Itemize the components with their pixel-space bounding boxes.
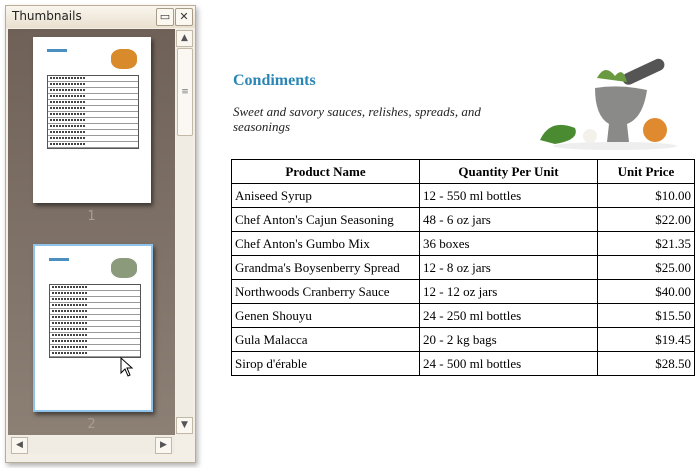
mini-row: [50, 321, 140, 327]
maximize-icon[interactable]: ▭: [156, 8, 174, 26]
quantity-cell: 12 - 8 oz jars: [419, 255, 598, 280]
page-thumbnail-1[interactable]: [33, 37, 151, 203]
mini-row: [48, 82, 138, 88]
quantity-cell: 12 - 550 ml bottles: [419, 183, 598, 208]
mini-row: [48, 136, 138, 142]
thumbnails-area: 1 2: [8, 29, 175, 435]
mini-row: [48, 94, 138, 100]
mini-row: [48, 130, 138, 136]
column-header-product-name: Product Name: [231, 159, 420, 184]
table-row: Chef Anton's Gumbo Mix 36 boxes $21.35: [231, 231, 695, 256]
table-row: Sirop d'érable 24 - 500 ml bottles $28.50: [231, 351, 695, 376]
mini-row: [50, 309, 140, 315]
mini-row: [50, 297, 140, 303]
table-row: Genen Shouyu 24 - 250 ml bottles $15.50: [231, 303, 695, 328]
mini-row: [48, 88, 138, 94]
mini-row: [48, 76, 138, 82]
mini-row: [50, 339, 140, 345]
product-name-cell: Sirop d'érable: [231, 351, 420, 376]
mini-row: [48, 142, 138, 148]
scroll-left-icon[interactable]: ◀: [11, 437, 28, 454]
product-name-cell: Genen Shouyu: [231, 303, 420, 328]
column-header-quantity: Quantity Per Unit: [419, 159, 598, 184]
mouse-cursor-icon: [120, 357, 134, 377]
close-icon[interactable]: ✕: [175, 8, 193, 26]
panel-title: Thumbnails: [12, 9, 82, 23]
unit-price-cell: $40.00: [597, 279, 695, 304]
table-row: Chef Anton's Cajun Seasoning 48 - 6 oz ja…: [231, 207, 695, 232]
column-header-unit-price: Unit Price: [597, 159, 695, 184]
product-name-cell: Gula Malacca: [231, 327, 420, 352]
mini-row: [48, 124, 138, 130]
product-name-cell: Northwoods Cranberry Sauce: [231, 279, 420, 304]
quantity-cell: 12 - 12 oz jars: [419, 279, 598, 304]
mini-row: [50, 345, 140, 351]
product-name-cell: Aniseed Syrup: [231, 183, 420, 208]
thumbnails-panel: Thumbnails ▭ ✕ 1 2 ▲ ≡ ▼ ◀ ▶: [5, 5, 196, 463]
quantity-cell: 24 - 250 ml bottles: [419, 303, 598, 328]
unit-price-cell: $22.00: [597, 207, 695, 232]
scroll-thumb[interactable]: ≡: [177, 48, 193, 136]
quantity-cell: 36 boxes: [419, 231, 598, 256]
unit-price-cell: $15.50: [597, 303, 695, 328]
report-description: Sweet and savory sauces, relishes, sprea…: [233, 104, 481, 134]
panel-titlebar[interactable]: Thumbnails ▭ ✕: [6, 6, 195, 28]
mini-row: [50, 333, 140, 339]
mini-row: [48, 100, 138, 106]
page-number-1: 1: [87, 209, 96, 224]
unit-price-cell: $21.35: [597, 231, 695, 256]
report-title: Condiments: [233, 72, 316, 89]
mini-row: [50, 303, 140, 309]
unit-price-cell: $19.45: [597, 327, 695, 352]
page-number-2: 2: [87, 417, 96, 432]
mini-row: [50, 315, 140, 321]
mortar-pestle-image: [540, 58, 677, 150]
table-row: Northwoods Cranberry Sauce 12 - 12 oz jar…: [231, 279, 695, 304]
unit-price-cell: $28.50: [597, 351, 695, 376]
quantity-cell: 20 - 2 kg bags: [419, 327, 598, 352]
mini-row: [50, 285, 140, 291]
page-thumbnail-2[interactable]: [33, 244, 153, 412]
quantity-cell: 48 - 6 oz jars: [419, 207, 598, 232]
mini-row: [48, 112, 138, 118]
mini-row: [48, 106, 138, 112]
vertical-scrollbar[interactable]: ▲ ≡ ▼: [176, 29, 193, 435]
product-name-cell: Grandma's Boysenberry Spread: [231, 255, 420, 280]
scroll-down-icon[interactable]: ▼: [176, 417, 193, 434]
products-table: Product Name Quantity Per Unit Unit Pric…: [231, 159, 695, 376]
horizontal-scrollbar[interactable]: ◀ ▶: [8, 436, 175, 454]
scroll-up-icon[interactable]: ▲: [176, 30, 193, 47]
mini-row: [50, 327, 140, 333]
scroll-right-icon[interactable]: ▶: [155, 437, 172, 454]
product-name-cell: Chef Anton's Cajun Seasoning: [231, 207, 420, 232]
mini-row: [50, 291, 140, 297]
unit-price-cell: $25.00: [597, 255, 695, 280]
table-row: Aniseed Syrup 12 - 550 ml bottles $10.00: [231, 183, 695, 208]
product-name-cell: Chef Anton's Gumbo Mix: [231, 231, 420, 256]
table-row: Gula Malacca 20 - 2 kg bags $19.45: [231, 327, 695, 352]
quantity-cell: 24 - 500 ml bottles: [419, 351, 598, 376]
mini-row: [50, 351, 140, 357]
unit-price-cell: $10.00: [597, 183, 695, 208]
table-row: Grandma's Boysenberry Spread 12 - 8 oz ja…: [231, 255, 695, 280]
mini-row: [48, 118, 138, 124]
